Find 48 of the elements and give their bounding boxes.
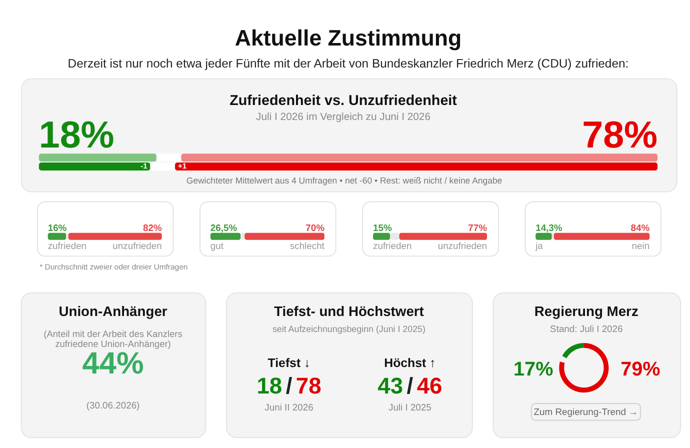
text: (30.06.2026) bbox=[86, 399, 140, 410]
chart-subtitle: Stand: Juli I 2026 bbox=[550, 323, 623, 334]
data-label: 18 bbox=[256, 372, 282, 399]
bar bbox=[175, 162, 658, 170]
text: Juni II 2026 bbox=[264, 401, 314, 412]
text: Union-Anhänger bbox=[58, 303, 168, 320]
text: Juli I 2025 bbox=[388, 401, 432, 412]
data-label: 70% bbox=[306, 222, 326, 233]
data-label: 46 bbox=[416, 372, 442, 399]
category-label: Tiefst ↓ bbox=[268, 356, 310, 370]
text: / bbox=[406, 372, 414, 399]
text: seit Aufzeichnungsbeginn (Juni I 2025) bbox=[272, 324, 426, 334]
text: Aktuelle Zustimmung bbox=[234, 26, 462, 51]
annotation: unzufrieden bbox=[112, 240, 162, 251]
annotation: nein bbox=[632, 240, 650, 251]
text: Derzeit ist nur noch etwa jeder Fünfte mit der Arbeit von Bundeskanzler Friedrich Merz (CDU) zufrieden: bbox=[68, 56, 629, 70]
category-label: Höchst ↑ bbox=[384, 356, 436, 370]
data-label: 18% bbox=[38, 114, 114, 156]
data-label: 82% bbox=[143, 222, 162, 233]
text: Gewichteter Mittelwert aus 4 Umfragen • net -60 • Rest: weiß nicht / keine Angabe bbox=[186, 175, 502, 186]
bar bbox=[38, 162, 150, 170]
text: / bbox=[286, 372, 293, 399]
donut-slice bbox=[559, 342, 609, 393]
bar bbox=[181, 154, 658, 162]
data-label: 17% bbox=[514, 358, 554, 381]
annotation: zufrieden bbox=[373, 240, 412, 251]
chart-subtitle: Juli I 2026 im Vergleich zu Juni I 2026 bbox=[256, 112, 431, 123]
data-label: 78% bbox=[582, 114, 658, 156]
text: Zum Regierung-Trend → bbox=[534, 406, 638, 417]
bar bbox=[38, 154, 156, 162]
data-label: 78 bbox=[296, 372, 322, 399]
data-label: 15% bbox=[373, 222, 392, 233]
chart-title: Regierung Merz bbox=[534, 303, 638, 320]
annotation: schlecht bbox=[290, 240, 325, 251]
donut-slice bbox=[562, 342, 584, 358]
data-label: 14,3% bbox=[536, 222, 563, 233]
annotation: gut bbox=[210, 240, 224, 251]
data-label: 26,5% bbox=[210, 222, 238, 233]
data-label: 16% bbox=[48, 222, 68, 233]
text: Tiefst- und Höchstwert bbox=[274, 303, 424, 320]
chart-title: Zufriedenheit vs. Unzufriedenheit bbox=[230, 93, 458, 110]
data-label: 84% bbox=[630, 222, 650, 233]
data-label: 43 bbox=[378, 372, 403, 399]
annotation: unzufrieden bbox=[438, 240, 488, 251]
annotation: zufrieden bbox=[48, 240, 87, 251]
annotation: ja bbox=[534, 240, 544, 251]
data-label: 77% bbox=[468, 222, 488, 233]
data-label: 79% bbox=[620, 358, 661, 381]
